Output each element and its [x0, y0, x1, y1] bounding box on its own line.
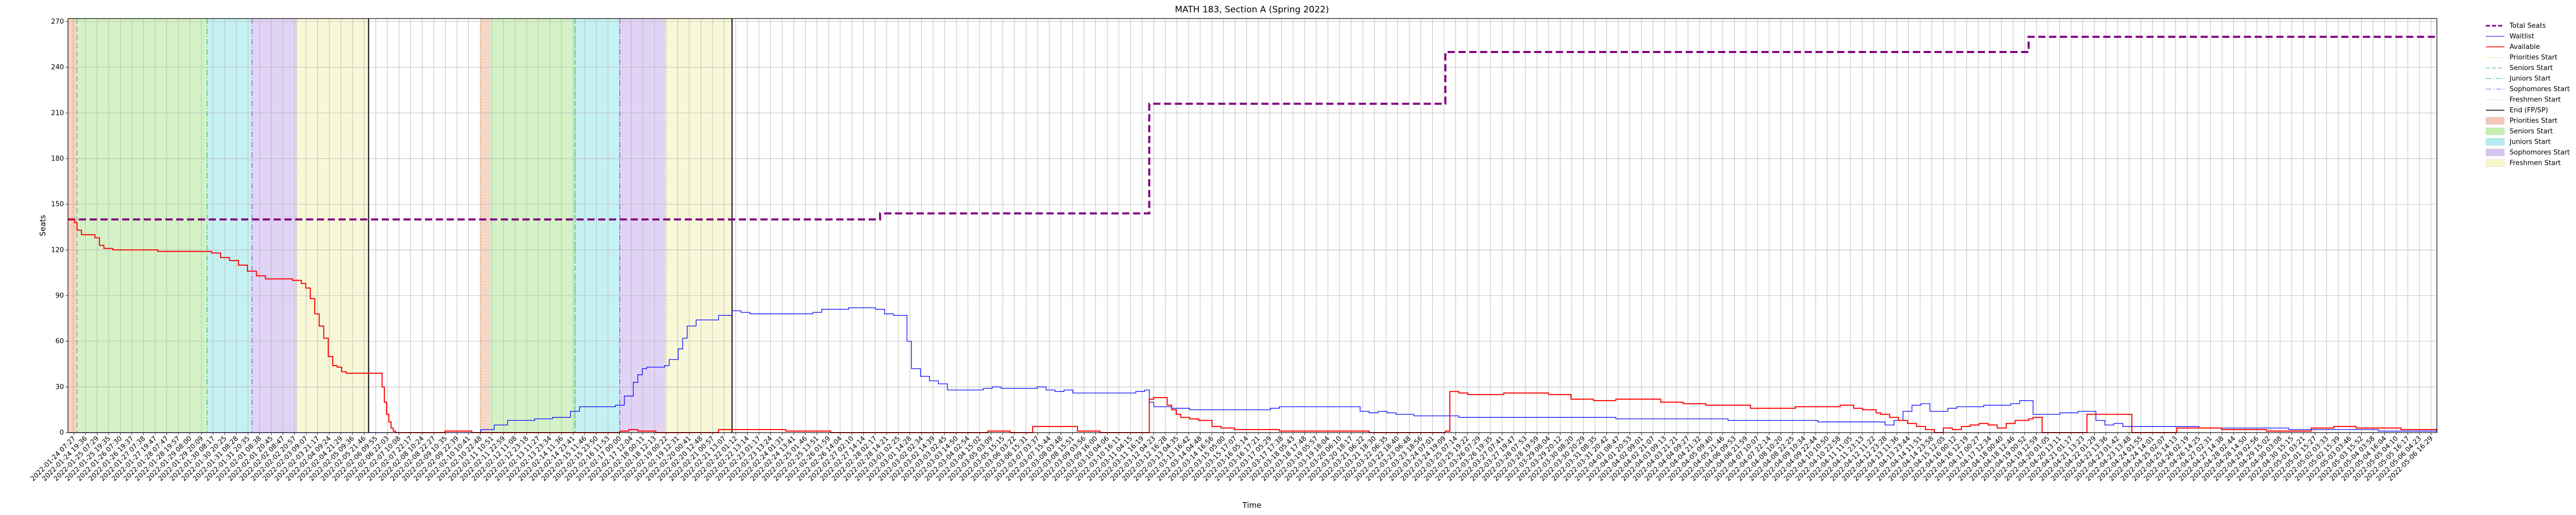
legend: Total Seats Waitlist Available Priorities S… [2485, 22, 2570, 167]
legend-swatch-9 [2485, 117, 2505, 125]
series-line-total-seats [68, 36, 2437, 221]
shaded-region-4-0 [297, 19, 369, 433]
y-tick-label: 240 [51, 64, 64, 72]
legend-label: Waitlist [2510, 33, 2534, 41]
shaded-region-3-1 [620, 19, 665, 433]
shaded-region-3-0 [252, 19, 297, 433]
y-tick-label: 270 [51, 18, 64, 26]
series-line-available [68, 219, 2437, 433]
y-tick-label: 120 [51, 246, 64, 254]
legend-label: Total Seats [2509, 22, 2546, 30]
chart-title: MATH 183, Section A (Spring 2022) [1175, 5, 1329, 15]
y-axis-label: Seats [38, 215, 47, 236]
legend-label: Freshmen Start [2510, 160, 2561, 167]
series-lines [68, 36, 2437, 433]
shaded-region-1-1 [489, 19, 575, 433]
y-tick-label: 0 [60, 429, 64, 437]
legend-swatch-13 [2485, 159, 2505, 167]
legend-label: Available [2510, 43, 2540, 51]
legend-label: Sophomores Start [2510, 85, 2570, 93]
legend-label: Seniors Start [2510, 64, 2553, 72]
y-tick-label: 30 [55, 383, 64, 391]
shaded-region-2-1 [575, 19, 620, 433]
y-tick-label: 150 [51, 201, 64, 209]
legend-label: Juniors Start [2509, 75, 2551, 83]
legend-label: Freshmen Start [2510, 96, 2561, 104]
legend-label: Sophomores Start [2510, 149, 2570, 157]
y-axis-ticks: 0 30 60 90 120 150 180 210 240 270 [51, 18, 68, 437]
shaded-region-2-0 [207, 19, 252, 433]
x-axis-label: Time [1242, 501, 1262, 510]
legend-label: Priorities Start [2510, 54, 2557, 62]
legend-swatch-10 [2485, 127, 2505, 135]
y-tick-label: 90 [55, 292, 64, 300]
legend-swatch-12 [2485, 148, 2505, 157]
legend-label: Seniors Start [2510, 128, 2553, 135]
y-tick-label: 60 [55, 338, 64, 346]
legend-label: Juniors Start [2509, 139, 2551, 146]
y-tick-label: 180 [51, 155, 64, 163]
legend-label: End (FP/SP) [2510, 107, 2548, 114]
shaded-regions [68, 19, 732, 433]
plot-frame [67, 18, 2437, 433]
grid [68, 19, 2437, 433]
shaded-region-4-1 [665, 19, 732, 433]
legend-swatch-11 [2485, 138, 2505, 146]
legend-label: Priorities Start [2510, 117, 2557, 125]
shaded-region-1-0 [77, 19, 207, 433]
shaded-region-0-1 [481, 19, 490, 433]
y-tick-label: 210 [51, 109, 64, 117]
series-line-waitlist [68, 307, 2437, 433]
